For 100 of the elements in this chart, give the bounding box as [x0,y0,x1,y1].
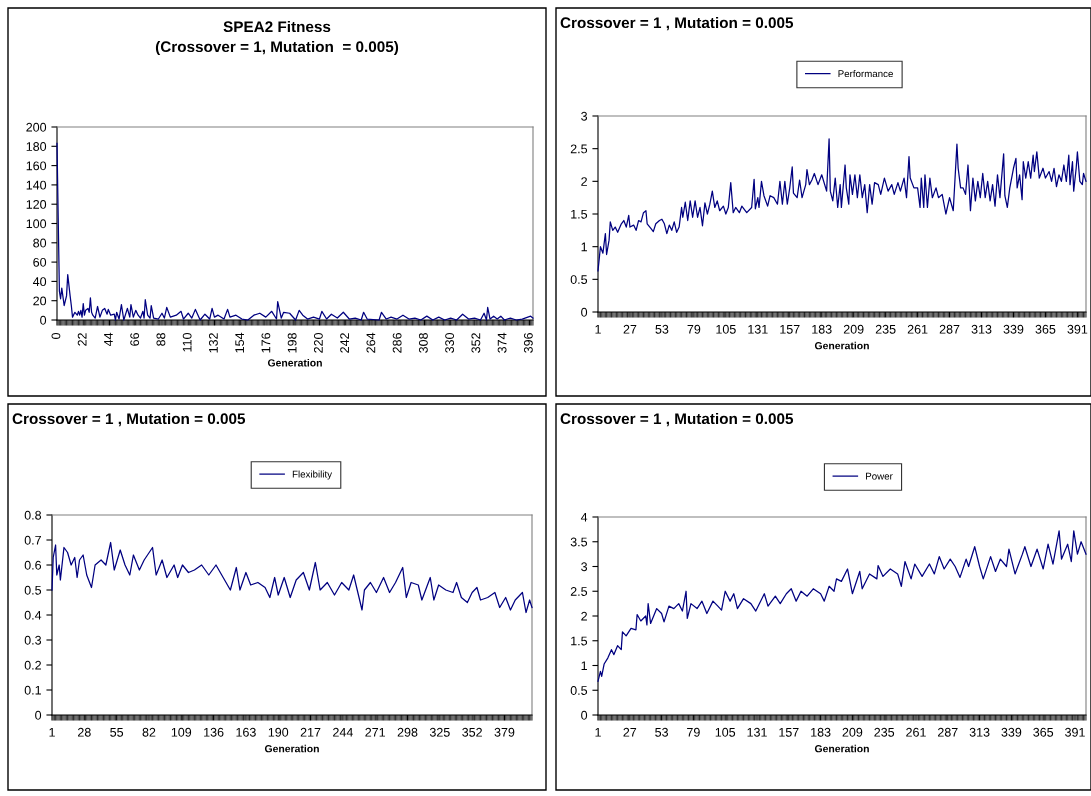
y-tick-label: 2 [581,611,587,621]
x-tick-label: 154 [235,332,245,353]
x-axis-title: Generation [814,744,869,753]
y-tick-label: 80 [33,238,47,248]
x-tick-label: 242 [340,333,349,353]
y-tick-label: 0.6 [24,560,42,570]
x-tick-label: 379 [494,727,515,737]
x-tick-label: 365 [1033,727,1054,737]
x-tick-label: 79 [687,324,701,334]
y-tick-label: 20 [33,296,47,306]
x-tick-label: 217 [300,727,321,737]
x-tick-label: 22 [77,333,87,346]
x-tick-label: 131 [747,727,767,737]
y-tick-label: 0 [581,710,588,720]
y-tick-label: 0.2 [24,660,41,670]
y-tick-label: 40 [32,277,47,287]
x-tick-label: 198 [287,333,297,353]
legend-label: Flexibility [292,470,333,480]
x-tick-label: 235 [875,324,896,334]
x-tick-label: 1 [595,324,601,334]
x-tick-label: 374 [497,332,507,353]
y-tick-label: 0.8 [24,510,42,520]
x-tick-label: 313 [969,727,990,737]
x-tick-label: 287 [938,727,958,737]
y-tick-label: 3 [581,111,588,121]
x-axis-title: Generation [814,341,869,350]
y-tick-label: 2.5 [570,144,588,154]
x-tick-label: 109 [171,727,192,737]
x-tick-label: 209 [842,727,863,737]
y-tick-label: 100 [26,219,47,229]
x-tick-label: 183 [811,727,831,737]
x-tick-label: 313 [971,324,992,334]
chart-title: SPEA2 Fitness [223,20,331,33]
line-series [597,138,1087,272]
chart-title: Crossover = 1 , Mutation = 0.005 [560,16,794,31]
y-tick-label: 0 [40,315,47,325]
x-tick-label: 27 [623,727,637,737]
x-tick-label: 1 [595,727,601,737]
x-tick-label: 391 [1065,727,1085,737]
x-tick-label: 28 [78,727,91,737]
x-tick-label: 287 [939,324,960,334]
x-tick-label: 27 [623,324,637,334]
y-tick-label: 140 [26,180,47,190]
y-tick-label: 0.7 [24,535,41,545]
y-tick-label: 160 [26,161,47,171]
x-tick-label: 66 [130,333,140,346]
y-tick-label: 0.5 [570,686,588,695]
x-tick-label: 163 [236,727,256,737]
x-tick-label: 365 [1035,324,1056,334]
x-tick-label: 55 [110,727,124,737]
y-tick-label: 0.1 [24,685,41,695]
x-tick-label: 1 [49,727,55,737]
chart-title: Crossover = 1 , Mutation = 0.005 [560,412,794,427]
y-tick-label: 3.5 [570,537,588,547]
y-tick-label: 0 [35,710,42,720]
x-tick-label: 157 [780,324,800,334]
y-tick-label: 180 [26,142,47,151]
x-tick-label: 88 [156,333,166,346]
y-tick-label: 0.5 [570,275,588,284]
legend-label: Performance [838,69,893,78]
x-tick-label: 132 [208,333,218,353]
x-tick-label: 190 [268,727,289,737]
line-series [597,530,1087,682]
y-tick-label: 4 [580,512,588,522]
y-tick-label: 2 [581,177,587,186]
x-tick-label: 330 [445,332,455,353]
x-tick-label: 339 [1003,324,1024,334]
x-axis-title: Generation [267,358,322,367]
y-tick-label: 1 [581,661,587,671]
x-tick-label: 352 [471,333,481,353]
legend-label: Power [866,472,893,480]
x-tick-label: 298 [397,727,418,737]
x-tick-label: 325 [429,727,450,737]
x-tick-label: 105 [715,727,736,737]
y-tick-label: 1.5 [571,636,588,646]
y-tick-label: 1.5 [571,209,588,219]
x-tick-label: 183 [812,324,832,334]
x-tick-label: 110 [182,332,192,352]
x-tick-label: 235 [874,727,895,737]
y-tick-label: 2.5 [570,587,588,596]
y-tick-label: 120 [26,200,47,209]
x-tick-label: 286 [392,333,402,353]
x-tick-label: 209 [843,324,864,334]
x-tick-label: 131 [748,324,768,334]
x-tick-label: 53 [655,727,668,737]
x-tick-label: 271 [365,727,386,737]
y-tick-label: 3 [581,562,588,572]
x-tick-label: 136 [204,727,224,737]
x-tick-label: 79 [687,727,700,737]
x-tick-label: 0 [51,332,61,339]
y-tick-label: 60 [33,257,47,267]
x-tick-label: 220 [313,332,323,353]
x-tick-label: 339 [1001,727,1022,737]
x-tick-label: 352 [462,727,482,737]
x-tick-label: 308 [418,333,428,353]
x-tick-label: 264 [366,332,376,353]
x-tick-label: 82 [142,727,156,737]
x-tick-label: 157 [779,727,799,737]
x-tick-label: 176 [261,333,271,353]
chart-title: Crossover = 1 , Mutation = 0.005 [12,412,246,427]
